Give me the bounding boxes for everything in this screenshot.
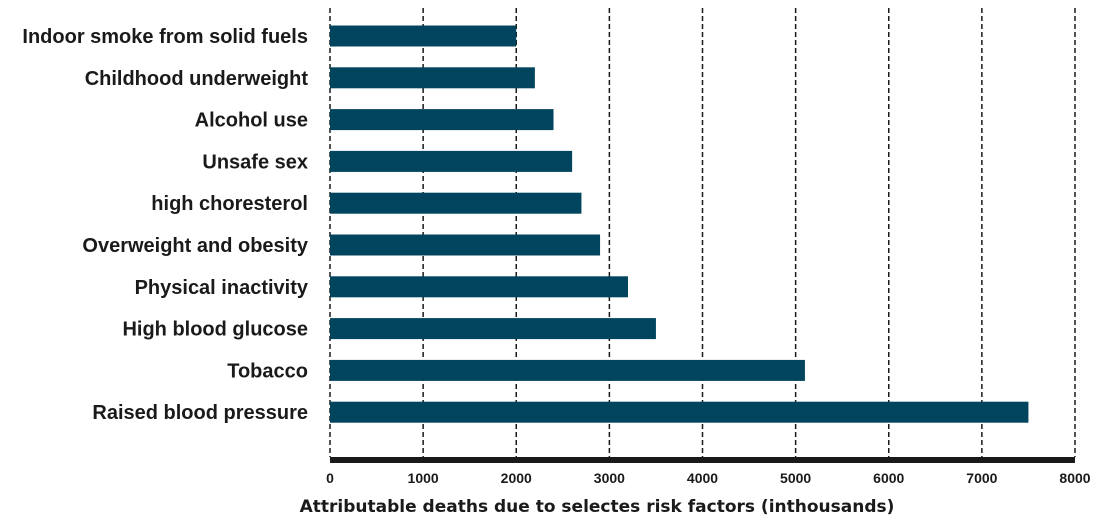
x-tick-label-6000: 6000 — [873, 470, 904, 486]
bar-alcohol-use — [330, 109, 554, 131]
category-label: High blood glucose — [122, 319, 308, 341]
category-label: high choresterol — [151, 193, 308, 215]
x-tick-labels: 0 1000 2000 3000 4000 5000 6000 7000 8000 — [326, 470, 1091, 486]
category-label: Physical inactivity — [135, 277, 309, 299]
bar-childhood-underweight — [330, 67, 535, 89]
bar-physical-inactivity — [330, 276, 628, 298]
x-tick-label-3000: 3000 — [594, 470, 625, 486]
bar-high-choresterol — [330, 192, 582, 214]
x-axis-line — [330, 457, 1075, 463]
x-tick-label-5000: 5000 — [780, 470, 811, 486]
category-label: Alcohol use — [195, 110, 308, 132]
x-tick-label-7000: 7000 — [966, 470, 997, 486]
x-tick-label-1000: 1000 — [408, 470, 439, 486]
bar-high-blood-glucose — [330, 318, 656, 340]
category-label: Unsafe sex — [202, 151, 308, 173]
category-label: Overweight and obesity — [82, 235, 308, 257]
x-tick-label-2000: 2000 — [501, 470, 532, 486]
bar-raised-blood-pressure — [330, 401, 1029, 423]
category-labels: Indoor smoke from solid fuels Childhood u… — [22, 26, 308, 424]
bar-unsafe-sex — [330, 150, 573, 172]
x-axis-title: Attributable deaths due to selectes risk… — [300, 497, 895, 517]
category-label: Childhood underweight — [85, 68, 309, 90]
x-tick-label-0: 0 — [326, 470, 334, 486]
bars — [330, 25, 1029, 423]
category-label: Raised blood pressure — [92, 402, 308, 424]
bar-indoor-smoke-from-solid-fuels — [330, 25, 517, 47]
category-label: Tobacco — [227, 360, 308, 382]
x-tick-label-8000: 8000 — [1059, 470, 1090, 486]
x-tick-label-4000: 4000 — [687, 470, 718, 486]
bar-overweight-and-obesity — [330, 234, 601, 256]
bar-tobacco — [330, 359, 805, 381]
category-label: Indoor smoke from solid fuels — [22, 26, 308, 48]
